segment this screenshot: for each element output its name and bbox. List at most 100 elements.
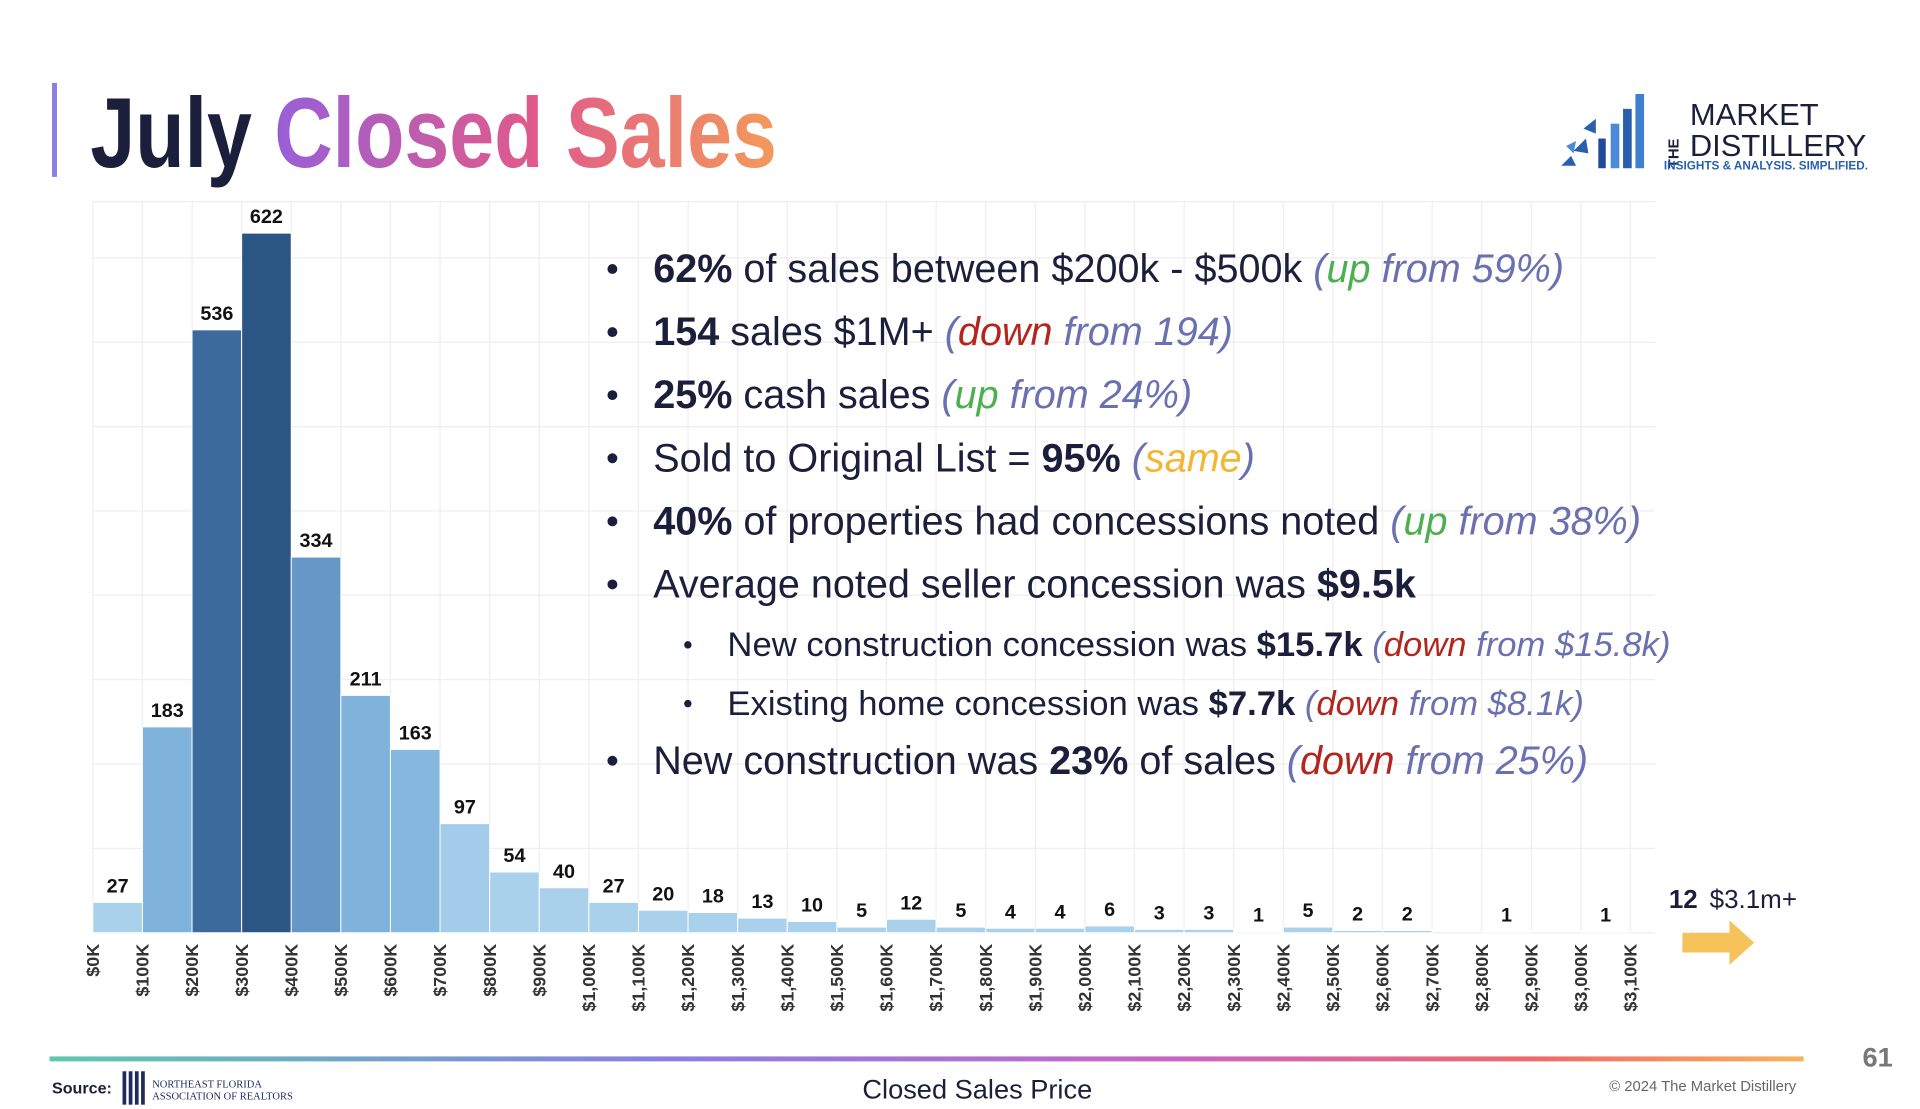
- value-label: 5: [856, 900, 867, 922]
- value-label: 18: [702, 886, 724, 908]
- x-tick-label: $1,400K: [777, 944, 797, 1012]
- bullet-dot: [684, 699, 692, 708]
- x-tick-label: $2,800K: [1472, 944, 1492, 1012]
- bar: [588, 901, 639, 934]
- value-label: 183: [151, 700, 184, 722]
- bullet-run: New construction was: [653, 739, 1049, 783]
- bar: [1233, 931, 1284, 934]
- value-label: 2: [1402, 904, 1413, 926]
- x-tick-label: $2,100K: [1125, 944, 1145, 1012]
- value-label: 5: [955, 900, 966, 922]
- bullet-run: from 38%): [1448, 499, 1642, 543]
- footer-line: [49, 1056, 1804, 1062]
- x-tick-label: $1,300K: [728, 944, 748, 1012]
- bar: [836, 926, 887, 934]
- bar: [1381, 929, 1433, 934]
- bullet-run: Average noted seller concession was: [653, 562, 1317, 606]
- x-tick-label: $2,900K: [1521, 944, 1541, 1012]
- value-label: 4: [1005, 901, 1016, 923]
- x-tick-label: $700K: [430, 944, 450, 997]
- x-tick-label: $1,100K: [629, 944, 649, 1012]
- bullet-run: down: [1384, 626, 1467, 664]
- logo-line1: MARKET: [1690, 97, 1819, 132]
- value-label: 622: [250, 206, 283, 228]
- x-tick-label: $2,000K: [1075, 944, 1095, 1012]
- bullet-run: New construction concession was: [727, 626, 1256, 664]
- title-bar: [52, 82, 57, 177]
- bullet-run: [1363, 626, 1373, 664]
- overflow-label: $3.1m+: [1710, 884, 1797, 914]
- value-label: 54: [503, 845, 525, 867]
- value-label: 5: [1303, 900, 1314, 922]
- bullet-text: Average noted seller concession was $9.5…: [653, 562, 1417, 606]
- bullet-run: of sales: [1128, 739, 1286, 783]
- page-number: 61: [1862, 1041, 1892, 1072]
- bullet-run: cash sales: [732, 373, 941, 417]
- bullet-run: up: [955, 373, 999, 417]
- org-logo: [122, 1071, 145, 1105]
- bar: [985, 927, 1036, 934]
- bullet-run: up: [1326, 247, 1370, 291]
- logo-the: THE: [1667, 138, 1683, 168]
- bullet-run: 95%: [1042, 436, 1121, 480]
- bar: [290, 556, 342, 934]
- bullet-run: (: [1132, 436, 1149, 480]
- bullet-run: from $15.8k): [1467, 626, 1671, 664]
- bullet-dot: [684, 641, 692, 649]
- x-tick-label: $100K: [133, 944, 153, 997]
- bullet-run: [1121, 436, 1132, 480]
- x-tick-label: $1,600K: [877, 944, 897, 1012]
- x-tick-label: $2,600K: [1373, 944, 1393, 1012]
- value-label: 1: [1253, 905, 1264, 927]
- bullet-run: [1295, 685, 1305, 723]
- value-label: 4: [1055, 901, 1066, 923]
- bullet-run: of sales between $200k - $500k: [732, 247, 1313, 291]
- bullet-run: (: [1372, 626, 1387, 664]
- bullet-run: from 25%): [1395, 739, 1589, 783]
- x-tick-label: $300K: [232, 944, 252, 997]
- bullet-text: New construction was 23% of sales (down …: [653, 739, 1588, 783]
- bullet-text: New construction concession was $15.7k (…: [727, 626, 1670, 664]
- bar: [1084, 925, 1135, 934]
- bullet-run: down: [1316, 685, 1399, 723]
- bullet-run: (: [1313, 247, 1330, 291]
- value-label: 20: [652, 883, 674, 905]
- bullet-run: from 59%): [1371, 247, 1565, 291]
- x-tick-label: $1,000K: [579, 944, 599, 1012]
- x-tick-label: $1,700K: [926, 944, 946, 1012]
- x-tick-label: $1,200K: [678, 944, 698, 1012]
- bar: [885, 918, 937, 934]
- bullet-dot: [607, 755, 618, 766]
- value-label: 2: [1352, 904, 1363, 926]
- value-label: 27: [107, 875, 129, 897]
- bar: [1034, 927, 1086, 934]
- bar: [1580, 931, 1631, 934]
- bar: [92, 901, 143, 934]
- value-label: 10: [801, 895, 823, 917]
- org-name-1: NORTHEAST FLORIDA: [152, 1079, 262, 1090]
- x-tick-label: $3,000K: [1571, 944, 1591, 1012]
- value-label: 97: [454, 797, 476, 819]
- bar: [637, 909, 689, 934]
- x-tick-label: $900K: [529, 944, 549, 997]
- value-label: 12: [900, 892, 922, 914]
- logo-tagline: INSIGHTS & ANALYSIS. SIMPLIFIED.: [1664, 159, 1868, 172]
- bullet-dot: [607, 264, 618, 274]
- bar: [489, 871, 540, 934]
- x-tick-label: $2,200K: [1174, 944, 1194, 1012]
- x-tick-label: $800K: [480, 944, 500, 997]
- bullet-run: (: [941, 373, 958, 417]
- bullet-run: 23%: [1049, 739, 1128, 783]
- bar: [241, 232, 292, 934]
- logo-line2: DISTILLERY: [1690, 128, 1866, 163]
- value-label: 3: [1203, 902, 1214, 924]
- bullet-run: $7.7k: [1209, 685, 1296, 723]
- source-label: Source:: [52, 1080, 112, 1098]
- bullet-dot: [607, 327, 618, 338]
- bullet-run: down: [958, 310, 1053, 354]
- bullet-list: 62% of sales between $200k - $500k (up f…: [607, 247, 1671, 783]
- bullet-dot: [607, 516, 618, 527]
- bar: [935, 926, 987, 934]
